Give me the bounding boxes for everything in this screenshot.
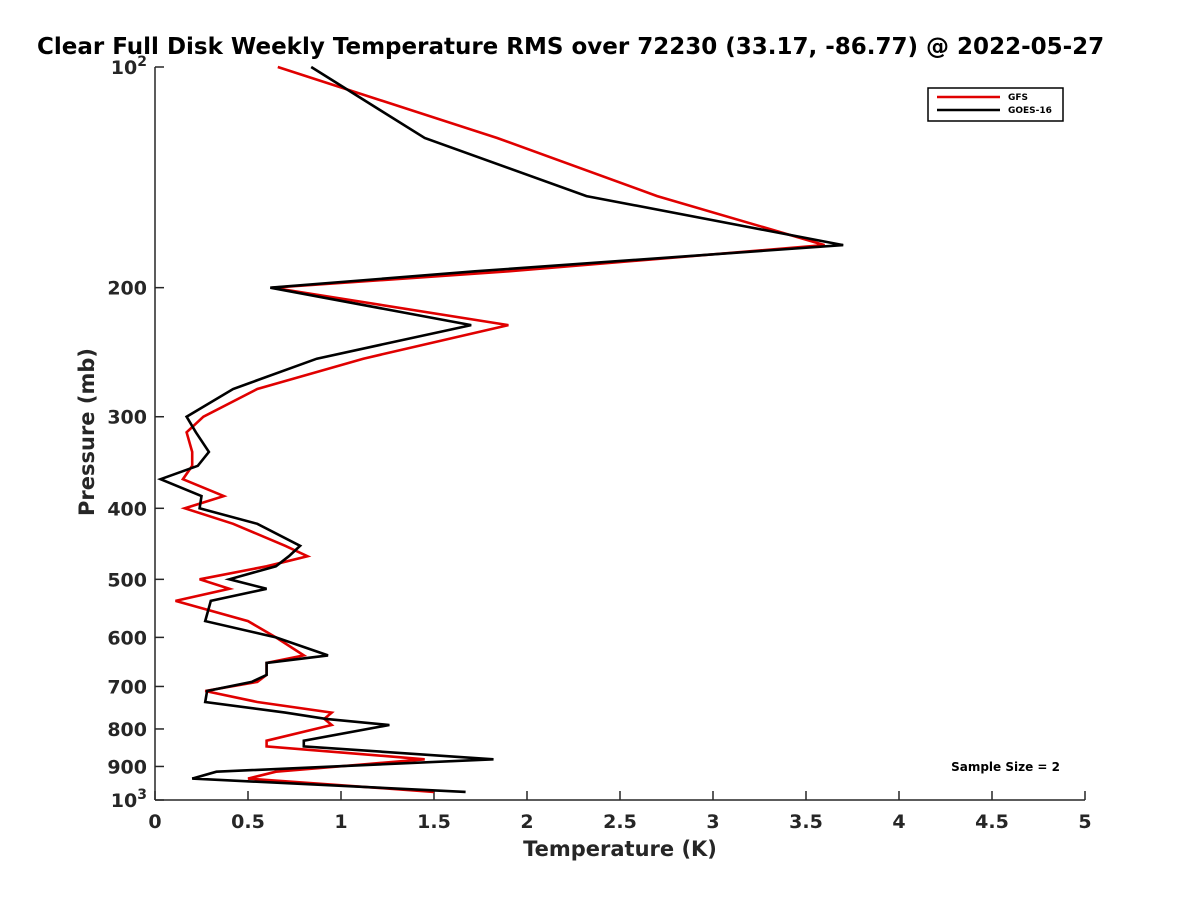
x-tick-label: 0.5 (231, 811, 265, 833)
x-tick-label: 3 (706, 811, 719, 833)
x-tick-label: 5 (1078, 811, 1091, 833)
x-tick-label: 1.5 (417, 811, 451, 833)
x-tick-label: 2.5 (603, 811, 637, 833)
legend-entry-label: GFS (1008, 93, 1028, 103)
legend-box (927, 87, 1064, 122)
y-tick-label: 200 (107, 278, 147, 300)
series-line-gfs (175, 65, 825, 794)
y-tick-label: 700 (107, 676, 147, 698)
x-tick-label: 2 (520, 811, 533, 833)
sample-size-annotation: Sample Size = 2 (951, 760, 1060, 774)
plot-area: 0 0.5 1 1.5 2 2.5 3 3.5 4 4.5 5 102 200 300 400 500 600 7… (107, 54, 1091, 833)
y-tick-label: 600 (107, 627, 147, 649)
series-line-goes-16 (156, 65, 844, 794)
x-tick-label: 0 (148, 811, 161, 833)
y-tick-label: 102 (111, 54, 147, 79)
x-tick-label: 4.5 (975, 811, 1009, 833)
x-tick-label: 1 (334, 811, 347, 833)
x-tick-label: 4 (892, 811, 905, 833)
x-tick-label: 3.5 (789, 811, 823, 833)
legend: GFS GOES-16 (927, 87, 1064, 122)
y-tick-label: 900 (107, 756, 147, 778)
y-tick-label: 300 (107, 407, 147, 429)
y-tick-label: 500 (107, 569, 147, 591)
y-tick-label: 400 (107, 498, 147, 520)
y-axis-label: Pressure (mb) (75, 348, 99, 516)
legend-entry-label: GOES-16 (1008, 106, 1052, 116)
y-tick-label: 800 (107, 719, 147, 741)
y-tick-label: 103 (111, 787, 147, 812)
chart-title: Clear Full Disk Weekly Temperature RMS o… (37, 34, 1104, 60)
x-axis-label: Temperature (K) (523, 837, 717, 861)
